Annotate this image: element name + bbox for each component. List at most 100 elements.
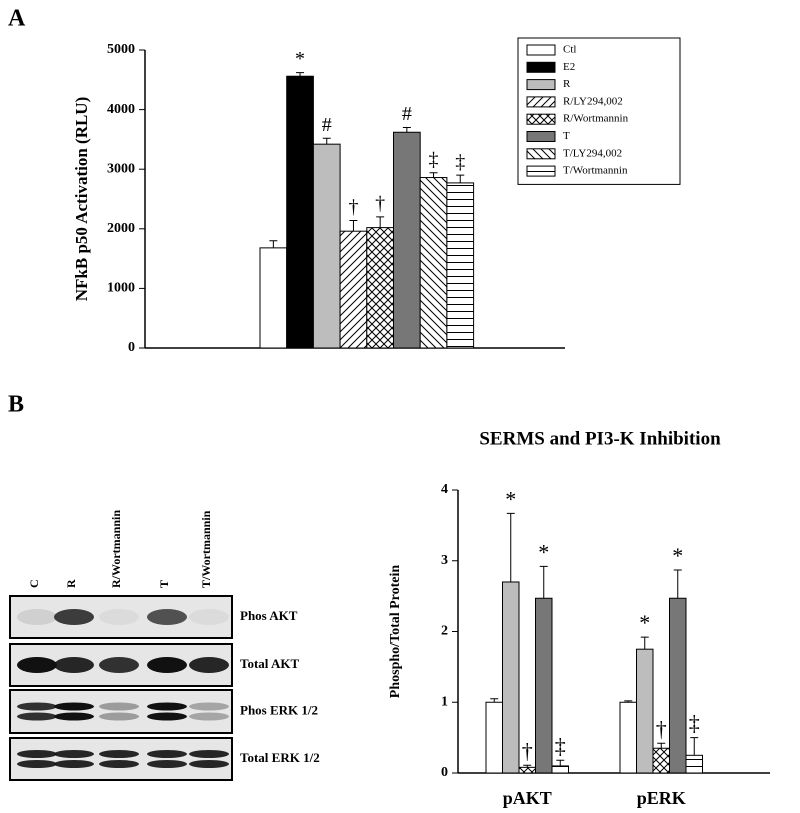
legend-swatch [526,61,556,73]
legend-label: T/Wortmannin [563,165,628,177]
error-bar [349,219,358,232]
error-bar [539,565,548,599]
row-label: Total ERK 1/2 [240,750,320,765]
legend-swatch [526,165,556,177]
error-bar [490,698,499,703]
y-tick-label: 1 [441,694,448,709]
significance-marker: * [538,539,549,564]
row-label: Phos AKT [240,608,298,623]
legend-swatch [526,131,556,142]
blot-band [147,609,187,625]
y-tick-label: 4 [441,482,448,497]
significance-marker: ‡ [429,148,439,170]
blot-band [189,750,229,758]
y-tick-label: 0 [441,765,448,780]
significance-marker: ‡ [455,151,465,173]
y-tick-label: 1000 [107,281,135,296]
row-label: Phos ERK 1/2 [240,702,318,717]
bar [518,766,536,774]
blot-band [99,702,139,711]
significance-marker: † [656,716,667,741]
bar [685,754,703,774]
blot-band [17,609,57,625]
significance-marker: * [639,610,650,635]
western-blot: C R R/Wortmannin T T/Wortmannin Phos AKT Total… [9,510,320,781]
x-tick-label: pERK [637,788,686,808]
error-bar [657,742,666,749]
blot-band [147,702,187,711]
error-bar [376,216,385,228]
blot-band [189,609,229,625]
blot-band [54,712,94,721]
blot-strip [9,737,233,781]
bar [446,182,475,349]
significance-marker: * [505,486,516,511]
blot-band [17,712,57,721]
lane-label: T [157,580,171,588]
legend-label: R/LY294,002 [563,95,623,107]
chart-title: SERMS and PI3-K Inhibition [479,428,721,449]
y-tick-label: 2000 [107,221,135,236]
lane-label: C [27,579,41,588]
lane-label: T/Wortmannin [199,510,213,588]
bar [312,143,341,349]
blot-band [189,760,229,768]
bar [669,597,687,774]
y-axis-label: Phospho/Total Protein [388,565,403,699]
blot-band [54,760,94,768]
blot-band [189,702,229,711]
panel-label: B [8,392,24,418]
blot-band [189,657,229,673]
error-bar [506,512,515,582]
legend-label: E2 [563,61,575,73]
y-tick-label: 4000 [107,102,135,117]
significance-marker: † [522,738,533,763]
legend-swatch [526,44,556,56]
error-bar [640,636,649,650]
bar [419,177,448,349]
blot-band [99,609,139,625]
error-bar [322,137,331,145]
y-tick-label: 3000 [107,161,135,176]
blot-band [54,609,94,625]
legend-label: R/Wortmannin [563,113,629,125]
legend-label: T [563,130,570,142]
bar [393,131,421,349]
blot-band [17,760,57,768]
significance-marker: # [322,114,332,136]
blot-band [147,760,187,768]
lane-label: R [64,579,78,588]
bar [366,227,394,349]
y-tick-label: 0 [128,340,135,355]
blot-band [54,750,94,758]
significance-marker: ‡ [689,711,700,736]
blot-band [99,750,139,758]
error-bar [402,126,411,133]
legend-swatch [526,148,556,160]
legend-swatch [526,113,556,125]
legend-label: T/LY294,002 [563,147,622,159]
blot-band [147,657,187,673]
error-bar [429,172,438,178]
error-bar [269,240,278,248]
error-bar [556,759,565,766]
legend-swatch [526,96,556,108]
bar [652,747,670,774]
legend-swatch [526,79,556,91]
y-tick-label: 3 [441,553,448,568]
significance-marker: # [402,103,412,125]
blot-band [99,760,139,768]
y-tick-label: 2 [441,624,448,639]
legend-label: R [563,78,571,90]
blot-band [17,657,57,673]
y-axis-label: NFkB p50 Activation (RLU) [72,97,91,301]
lane-label: R/Wortmannin [109,510,123,588]
bar [636,648,654,774]
error-bar [296,72,305,77]
significance-marker: * [295,48,305,70]
error-bar [690,737,699,756]
blot-band [147,750,187,758]
error-bar [523,764,532,768]
blot-band [17,702,57,711]
